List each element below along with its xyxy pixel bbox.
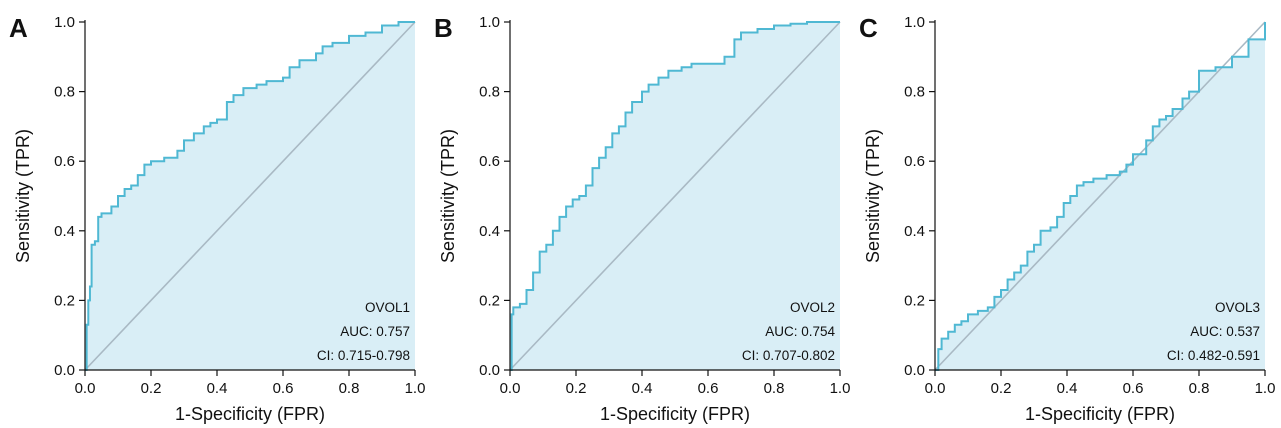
y-tick-label: 1.0 (904, 14, 925, 31)
x-tick-label: 1.0 (1255, 380, 1276, 397)
x-tick-label: 0.4 (1057, 380, 1078, 397)
y-tick-label: 0.0 (904, 362, 925, 379)
annotation-text: AUC: 0.757 (340, 324, 410, 339)
y-tick-label: 0.6 (904, 153, 925, 170)
annotation-text: CI: 0.707-0.802 (742, 348, 835, 363)
annotation-text: CI: 0.482-0.591 (1167, 348, 1260, 363)
x-axis-title: 1-Specificity (FPR) (1025, 404, 1175, 424)
y-tick-label: 0.2 (54, 292, 75, 309)
x-tick-label: 0.0 (75, 380, 96, 397)
x-axis-title: 1-Specificity (FPR) (175, 404, 325, 424)
x-tick-label: 0.2 (566, 380, 587, 397)
y-tick-label: 0.4 (54, 223, 75, 240)
x-tick-label: 0.6 (698, 380, 719, 397)
x-tick-label: 0.8 (764, 380, 785, 397)
roc-curve-line (935, 22, 1266, 371)
y-axis-title: Sensitivity (TPR) (863, 129, 883, 263)
y-axis-title: Sensitivity (TPR) (438, 129, 458, 263)
y-tick-label: 0.8 (54, 84, 75, 101)
y-tick-label: 0.6 (479, 153, 500, 170)
x-tick-label: 0.0 (500, 380, 521, 397)
x-tick-label: 0.6 (273, 380, 294, 397)
y-tick-label: 1.0 (479, 14, 500, 31)
x-tick-label: 0.4 (632, 380, 653, 397)
x-tick-label: 1.0 (830, 380, 851, 397)
panel-letter: A (9, 13, 28, 43)
roc-panel-a: 0.0 0.2 0.4 0.6 0.8 1.0 0.0 0.2 0.4 0.6 0.8 1.0 1-Sp… (9, 13, 425, 424)
y-tick-label: 0.6 (54, 153, 75, 170)
roc-curve-line (510, 21, 840, 371)
panel-letter: B (434, 13, 453, 43)
annotation-text: CI: 0.715-0.798 (317, 348, 410, 363)
annotation-text: OVOL3 (1215, 300, 1260, 315)
panel-letter: C (859, 13, 878, 43)
y-tick-label: 0.8 (479, 84, 500, 101)
y-tick-label: 0.0 (479, 362, 500, 379)
annotation-text: AUC: 0.754 (765, 324, 835, 339)
roc-panel-b: 0.0 0.2 0.4 0.6 0.8 1.0 0.0 0.2 0.4 0.6 0.8 1.0 1-Sp… (434, 13, 850, 424)
x-tick-label: 0.8 (339, 380, 360, 397)
y-tick-label: 0.4 (904, 223, 925, 240)
annotation-text: AUC: 0.537 (1190, 324, 1260, 339)
y-tick-label: 0.0 (54, 362, 75, 379)
y-tick-label: 0.4 (479, 223, 500, 240)
chance-diagonal-line (84, 21, 416, 371)
y-tick-label: 0.8 (904, 84, 925, 101)
x-tick-label: 0.2 (991, 380, 1012, 397)
x-tick-label: 1.0 (405, 380, 426, 397)
x-tick-label: 0.6 (1123, 380, 1144, 397)
y-tick-label: 1.0 (54, 14, 75, 31)
x-axis-title: 1-Specificity (FPR) (600, 404, 750, 424)
y-tick-label: 0.2 (479, 292, 500, 309)
annotation-text: OVOL2 (790, 300, 835, 315)
x-tick-label: 0.2 (141, 380, 162, 397)
x-tick-label: 0.8 (1189, 380, 1210, 397)
x-tick-label: 0.4 (207, 380, 228, 397)
chance-diagonal-line (509, 21, 841, 371)
chance-diagonal-line (934, 21, 1266, 371)
y-tick-label: 0.2 (904, 292, 925, 309)
roc-panel-c: 0.0 0.2 0.4 0.6 0.8 1.0 0.0 0.2 0.4 0.6 0.8 1.0 1-Sp… (859, 13, 1275, 424)
y-axis-title: Sensitivity (TPR) (13, 129, 33, 263)
roc-curve-line (85, 21, 415, 371)
x-tick-label: 0.0 (925, 380, 946, 397)
annotation-text: OVOL1 (365, 300, 410, 315)
